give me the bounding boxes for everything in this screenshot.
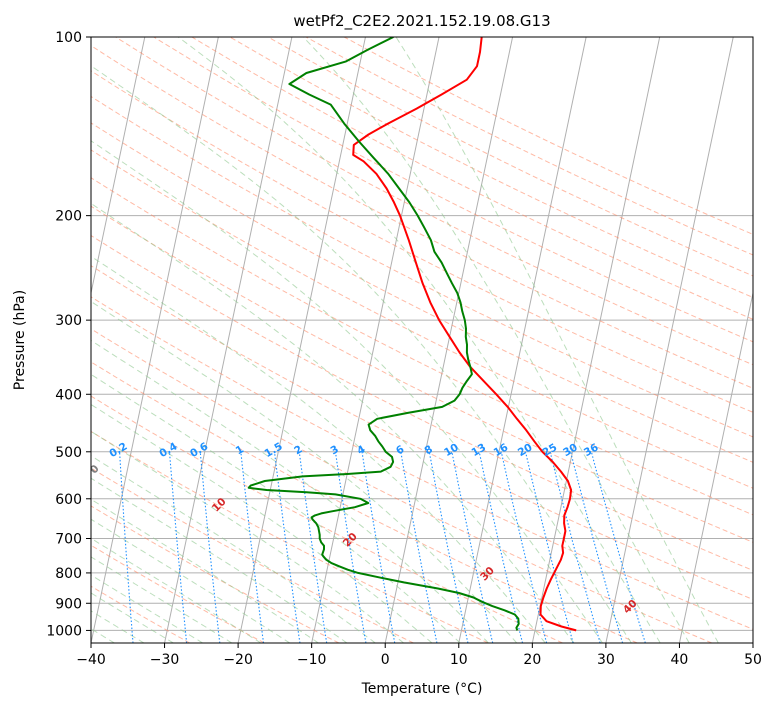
isotherm-line [91, 37, 219, 643]
isotherm-line [458, 37, 587, 643]
y-tick-label: 200 [55, 209, 82, 225]
dry-adiabat-line [91, 122, 753, 463]
moist-adiabat-line [91, 403, 433, 643]
mixing-ratio-line [570, 451, 624, 643]
mixing-ratio-line [428, 451, 469, 643]
x-tick-label: −30 [150, 652, 180, 668]
temperature-profile-line [352, 37, 577, 632]
axis-ticks: −40 −30 −20 −10 0 10 20 30 40 50 100 200 300 400 500 60… [46, 30, 762, 668]
dry-adiabat-line [91, 430, 489, 643]
dry-adiabat-line [91, 234, 753, 572]
isotherm-line [164, 37, 293, 643]
y-tick-label: 300 [55, 313, 82, 329]
y-tick-label: 900 [55, 596, 82, 612]
plot-frame [90, 36, 754, 644]
x-tick-label: 10 [450, 652, 468, 668]
x-tick-label: −20 [223, 652, 253, 668]
mixing-ratio-line [478, 451, 524, 643]
dry-adiabat-line [91, 95, 753, 438]
mixing-ratio-line [524, 451, 574, 643]
x-tick-label: 40 [671, 652, 689, 668]
moist-adiabat-line [91, 574, 203, 643]
moist-adiabat-line [91, 498, 319, 643]
dry-adiabat-line [91, 70, 753, 413]
dry-adiabat-line [91, 205, 753, 543]
mixing-ratio-line [451, 451, 494, 643]
y-tick-label: 600 [55, 492, 82, 508]
x-tick-label: −10 [297, 652, 327, 668]
x-tick-label: 30 [597, 652, 615, 668]
isotherm-line [678, 290, 753, 643]
moist-adiabat-line [91, 455, 376, 643]
mixing-ratio-line [590, 451, 646, 643]
dewpoint-profile-line [247, 37, 520, 631]
dry-adiabat-line [115, 37, 753, 366]
x-tick-label: −40 [76, 652, 106, 668]
moist-adiabat-line [91, 255, 546, 643]
moist-adiabat-line [91, 140, 603, 643]
mixing-ratio-line [500, 451, 548, 643]
isotherm-line [531, 37, 661, 643]
moist-adiabat-line [91, 477, 348, 643]
moist-adiabat-line [91, 592, 174, 643]
dry-adiabat-line [91, 149, 753, 489]
y-tick-label: 100 [55, 30, 82, 46]
moist-adiabat-line [91, 556, 233, 643]
isotherm-line [91, 37, 146, 296]
y-tick-label: 1000 [46, 623, 82, 639]
x-axis-label: Temperature (°C) [361, 681, 483, 697]
y-tick-label: 400 [55, 387, 82, 403]
moist-adiabat-line [91, 339, 489, 643]
mixing-ratio-line [549, 451, 601, 643]
dry-adiabat-line [91, 395, 563, 643]
dry-adiabat-line [91, 265, 753, 601]
dry-adiabat-line [91, 328, 712, 643]
moist-adiabat-line [91, 518, 291, 643]
y-tick-label: 500 [55, 445, 82, 461]
moist-adiabat-line [395, 37, 719, 643]
y-tick-label: 800 [55, 566, 82, 582]
moist-adiabat-line [177, 37, 661, 643]
x-tick-label: 20 [523, 652, 541, 668]
moist-adiabat-line [91, 65, 632, 643]
dry-adiabat-line [91, 467, 414, 643]
y-tick-label: 700 [55, 532, 82, 548]
x-tick-label: 0 [381, 652, 390, 668]
chart-title: wetPf2_C2E2.2021.152.19.08.G13 [293, 12, 550, 31]
moist-adiabat-line [91, 300, 518, 643]
isotherm-line [237, 37, 366, 643]
mixing-ratio-line [119, 451, 134, 643]
moist-adiabat-line [91, 537, 262, 643]
y-axis-label: Pressure (hPa) [12, 290, 28, 390]
mixing-ratio-line [400, 451, 438, 643]
x-tick-label: 50 [744, 652, 762, 668]
profile-lines [247, 37, 577, 632]
dry-adiabat-line [91, 45, 753, 389]
isotherm-line [384, 37, 514, 643]
moist-adiabat-line [302, 37, 690, 643]
dry-adiabat-line [91, 177, 753, 516]
isotherm-line [605, 37, 734, 643]
moist-adiabat-line [91, 373, 461, 643]
